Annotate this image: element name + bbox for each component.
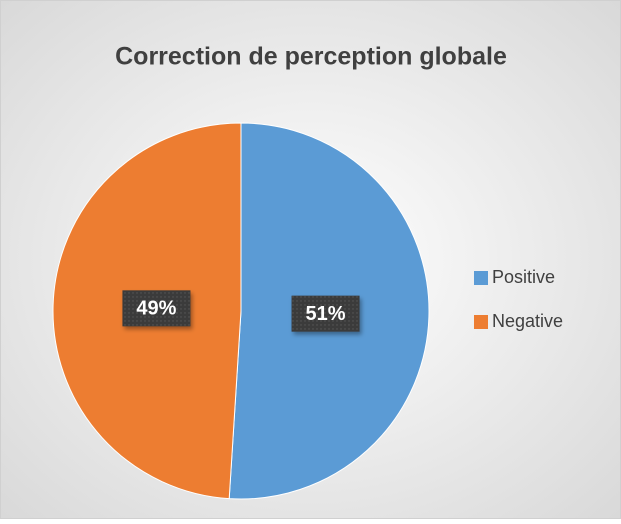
data-label: 51%: [306, 303, 346, 325]
legend-swatch: [474, 271, 488, 285]
legend-label: Positive: [492, 267, 555, 287]
legend-label: Negative: [492, 311, 563, 331]
data-label-box: [291, 295, 360, 332]
legend-swatch: [474, 315, 488, 329]
data-label: 49%: [136, 298, 176, 320]
chart-title: Correction de perception globale: [115, 43, 507, 71]
data-label-box: [122, 290, 191, 327]
